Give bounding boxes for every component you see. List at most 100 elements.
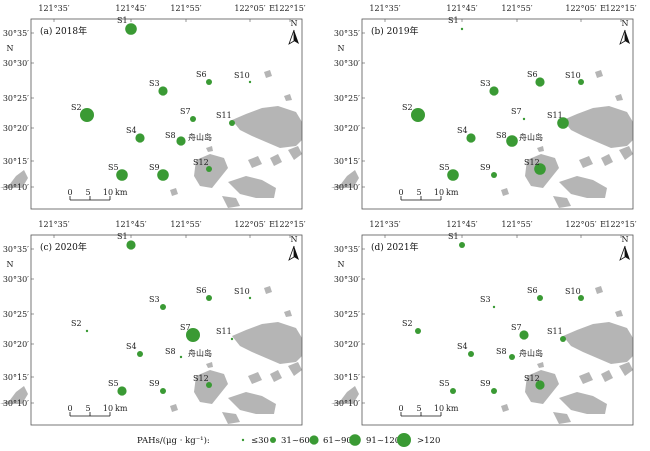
station-s1-marker: [126, 240, 136, 250]
scale-tick-label: 0: [398, 404, 403, 413]
lat-label: 30°25′: [3, 310, 29, 319]
lon-suffix: E: [600, 220, 606, 229]
panel-title: (a) 2018年: [40, 25, 87, 37]
north-arrow-icon: N: [288, 19, 300, 45]
station-s5-label: S5: [108, 163, 119, 172]
lat-label: 30°25′: [3, 94, 29, 103]
station-s10-marker: [578, 295, 584, 301]
station-s2-label: S2: [402, 319, 413, 328]
station-s9-marker: [157, 169, 169, 181]
station-s3-label: S3: [480, 79, 491, 88]
station-s4-label: S4: [126, 342, 137, 351]
north-arrow-icon: N: [288, 235, 300, 261]
scale-bar: 0 5 10 km: [398, 404, 459, 417]
station-s8-marker: [509, 354, 515, 360]
station-s6-label: S6: [196, 286, 207, 295]
lon-suffix: E: [269, 4, 275, 13]
legend-marker-4: [349, 434, 361, 446]
station-s7-marker: [186, 328, 200, 342]
lat-label: 30°25′: [334, 94, 360, 103]
station-s9-marker: [491, 388, 497, 394]
station-s3-label: S3: [480, 295, 491, 304]
lon-label: 122°15′: [605, 4, 636, 13]
lat-label: 30°30′: [3, 275, 29, 284]
station-s11-marker: [557, 117, 569, 129]
scale-bar: 0 5 10 km: [67, 188, 128, 201]
lon-label: 121°35′: [369, 4, 400, 13]
station-s9-marker: [160, 388, 166, 394]
station-s9-marker: [491, 172, 497, 178]
legend-marker-2: [270, 437, 276, 443]
scale-tick-label: 10: [434, 404, 444, 413]
station-s4-label: S4: [126, 126, 137, 135]
station-s2-marker: [415, 328, 421, 334]
lon-label: 122°05′: [234, 4, 265, 13]
lat-label: 30°10′: [3, 399, 29, 408]
station-s12-marker: [535, 380, 545, 390]
island-label: 舟山岛: [519, 348, 543, 358]
island-label: 舟山岛: [519, 132, 543, 142]
lon-label: 122°05′: [234, 220, 265, 229]
north-arrow-icon: N: [619, 235, 631, 261]
lon-label: 121°45′: [115, 220, 146, 229]
scale-unit: km: [115, 404, 128, 413]
station-s12-label: S12: [524, 158, 540, 167]
map-panel-3: 121°35′ 121°45′ 121°55′ 122°05′ 122°15′E 30°3…: [0, 220, 306, 426]
station-s7-label: S7: [180, 323, 191, 332]
station-s11-label: S11: [216, 111, 232, 120]
lat-label: 30°10′: [334, 399, 360, 408]
station-s4-label: S4: [457, 342, 468, 351]
station-s11-marker: [230, 337, 234, 341]
station-s2-label: S2: [71, 319, 82, 328]
north-label: N: [291, 19, 298, 28]
legend-class-4: 91~120: [366, 436, 400, 446]
lon-label: 121°35′: [38, 4, 69, 13]
station-s7-marker: [519, 330, 529, 340]
lat-label: 30°10′: [3, 183, 29, 192]
scale-bar: 0 5 10 km: [398, 188, 459, 201]
station-s7-label: S7: [511, 107, 522, 116]
legend-class-3: 61~90: [323, 436, 352, 446]
lat-label: 30°30′: [334, 59, 360, 68]
station-s4-marker: [468, 351, 474, 357]
lat-label: 30°20′: [334, 124, 360, 133]
lon-label: 121°45′: [446, 4, 477, 13]
panel-title: (c) 2020年: [40, 241, 87, 253]
scale-unit: km: [446, 188, 459, 197]
station-s2-label: S2: [402, 103, 413, 112]
station-s3-marker: [160, 304, 166, 310]
station-s4-label: S4: [457, 126, 468, 135]
station-s5-marker: [117, 386, 127, 396]
station-s8-label: S8: [496, 131, 507, 140]
legend: PAHs/(μg · kg⁻¹): ≤30 31~60 61~90 91~120 >120: [137, 433, 440, 447]
station-s6-marker: [206, 79, 212, 85]
station-s3-marker: [492, 305, 496, 309]
lat-label: 30°20′: [3, 124, 29, 133]
lon-label: 121°55′: [170, 4, 201, 13]
island-label: 舟山岛: [188, 348, 212, 358]
station-s5-marker: [447, 169, 459, 181]
lon-suffix: E: [269, 220, 275, 229]
station-s1-label: S1: [448, 232, 459, 241]
station-s1-label: S1: [117, 232, 128, 241]
scale-tick-label: 0: [67, 404, 72, 413]
station-s6-label: S6: [527, 70, 538, 79]
station-s2-label: S2: [71, 103, 82, 112]
scale-tick-label: 0: [398, 188, 403, 197]
scale-tick-label: 5: [85, 188, 90, 197]
lon-label: 121°45′: [446, 220, 477, 229]
station-s3-marker: [158, 86, 168, 96]
station-s5-marker: [450, 388, 456, 394]
station-s8-marker: [506, 135, 518, 147]
station-s6-label: S6: [527, 286, 538, 295]
lat-label: 30°15′: [334, 373, 360, 382]
station-s1-marker: [460, 27, 464, 31]
north-arrow-icon: N: [619, 19, 631, 45]
lat-label: 30°35′: [334, 245, 360, 254]
legend-marker-5: [397, 433, 411, 447]
lat-suffix: N: [338, 44, 345, 53]
station-s3-label: S3: [149, 79, 160, 88]
station-s6-marker: [537, 295, 543, 301]
lat-label: 30°20′: [3, 340, 29, 349]
station-s9-label: S9: [149, 163, 160, 172]
